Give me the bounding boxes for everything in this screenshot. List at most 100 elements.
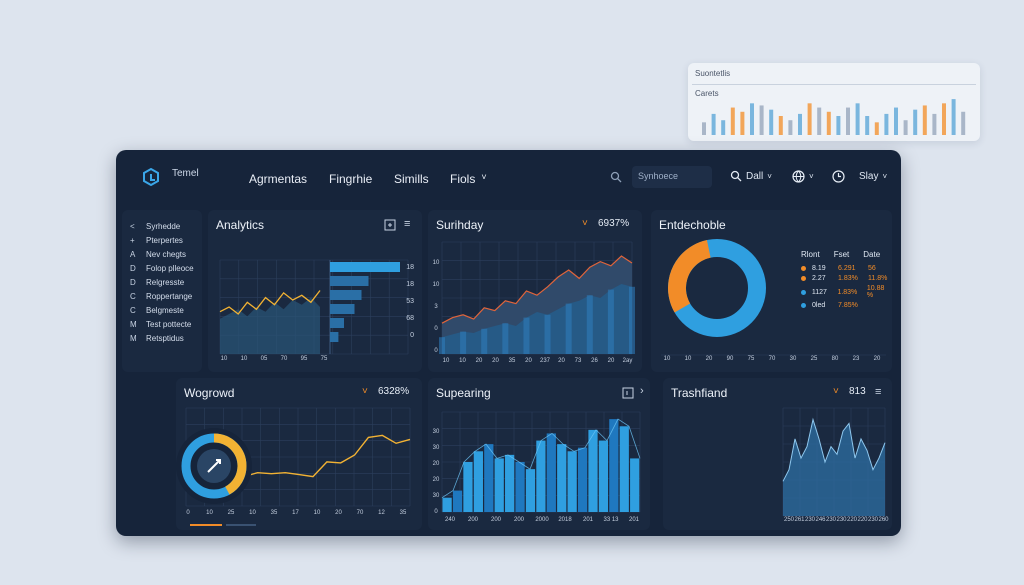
entdechoble-x-tick: 23 [853,356,860,362]
chevron-right-icon[interactable]: › [640,385,644,397]
nav-item-4[interactable]: Fiols ˅ [450,172,487,186]
wogrowd-x-tick: 70 [357,510,364,516]
legend-value-1: 1.83% [837,288,858,296]
floating-bar [759,105,764,135]
search-icon[interactable] [610,171,622,183]
supearing-bar [630,458,640,512]
floating-bar-panel: Suontetlis Carets [688,63,980,141]
menu-icon[interactable]: ≡ [404,218,411,230]
legend-header-cell: Fset [833,250,850,259]
analytics-x-tick: 05 [261,356,268,362]
legend-header: Rlont Fset Date [801,250,892,259]
surihday-bar [523,317,530,354]
supearing-trend [441,418,641,499]
search-input[interactable]: Synhoece [632,166,712,188]
sidebar-item-label: Test pottecte [146,320,192,329]
legend-value-1: 7.85% [838,302,858,309]
sidebar-item-key: M [130,320,137,329]
surihday-title: Surihday [436,218,484,232]
nav-item-1[interactable]: Agrmentas [249,172,308,186]
sidebar-item-label: Relgresste [146,278,185,287]
sidebar-item-label: Belgmeste [146,306,184,315]
supearing-bar [557,444,567,512]
export-icon[interactable] [622,387,634,399]
supearing-title: Supearing [436,386,491,400]
floating-bar [730,107,735,135]
sidebar-item-label: Folop plleoce [146,264,194,273]
trash-x-tick: 230 [836,517,847,523]
export-icon[interactable] [384,219,396,231]
sidebar-item[interactable]: A Nev chegts [130,250,186,259]
entdechoble-chart: 10 10 20 90 75 70 30 25 80 23 20 [661,239,886,362]
sidebar-item[interactable]: D Folop plleoce [130,264,194,273]
chevron-down-icon[interactable]: ˅ [833,386,839,397]
trash-x-tick: 250 [784,517,795,523]
progress-indicator [190,524,222,526]
legend-value-2: 10.88 % [866,285,885,299]
supearing-x-tick: 2000 [535,517,549,523]
sidebar-item[interactable]: C Belgmeste [130,306,184,315]
sidebar-item[interactable]: D Relgresste [130,278,184,287]
analytics-x-tick: 70 [281,356,288,362]
chevron-down-icon[interactable]: ˅ [362,386,368,397]
floating-bar [711,113,716,135]
chevron-down-icon: ˅ [767,171,772,181]
floating-bar [798,113,802,135]
floating-bar [903,120,908,135]
supearing-bar [452,490,463,512]
sidebar-item[interactable]: M Test pottecte [130,320,191,329]
analytics-y-tick: 18 [406,264,414,271]
surihday-bar [460,331,467,354]
legend-label: 2.27 [812,275,826,282]
chevron-down-icon[interactable]: ˅ [582,218,588,229]
sidebar-item-key: < [130,222,135,231]
sidebar-item[interactable]: + Pterpertes [130,236,183,245]
sidebar-item[interactable]: M Retsptidus [130,334,184,343]
sidebar-item-key: C [130,306,136,315]
floating-bar [884,113,889,135]
surihday-bar [544,314,551,354]
supearing-y-tick: 30 [433,445,440,451]
wogrowd-value: 6328% [378,386,410,397]
wogrowd-chart: 0 10 25 10 35 17 10 20 70 12 35 [176,407,411,526]
wogrowd-x-tick: 10 [206,510,213,516]
entdechoble-legend: Rlont Fset Date 8.19 6.291 56 2.27 1.83% 11.8% 11… [801,250,892,312]
supearing-bar [577,447,588,512]
sidebar-item[interactable]: < Syrhedde [130,222,180,231]
floating-bar [874,122,879,135]
analytics-y-tick: 68 [406,315,414,322]
wogrowd-x-tick: 0 [186,510,190,516]
supearing-bar [484,444,494,512]
nav-item-2[interactable]: Fingrhie [329,172,373,186]
sidebar-item[interactable]: C Roppertange [130,292,192,301]
legend-dot [801,289,806,295]
analytics-area [220,297,320,354]
menu-icon[interactable]: ≡ [875,386,882,398]
supearing-x-tick: 200 [514,517,525,523]
supearing-y-tick: 30 [433,493,440,499]
dropdown-slay[interactable]: Slay ˅ [832,170,887,183]
surihday-x-tick: 20 [476,358,483,364]
nav-item-3[interactable]: Simills [394,172,429,186]
surihday-y-tick: 0 [434,348,438,354]
wogrowd-x-tick: 10 [314,510,321,516]
supearing-x-tick: 240 [445,517,456,523]
entdechoble-x-tick: 10 [664,356,671,362]
wogrowd-x-tick: 35 [400,510,407,516]
supearing-x-tick: 33 13 [603,517,619,523]
floating-bar [846,107,850,135]
surihday-x-tick: 35 [509,358,516,364]
dropdown-globe[interactable]: ˅ [792,170,814,183]
chevron-down-icon: ˅ [809,172,814,181]
supearing-bar [525,469,536,512]
sidebar-item-key: A [130,250,136,259]
surihday-y-tick: 3 [434,304,438,310]
logo-icon [143,168,159,186]
entdechoble-x-tick: 20 [874,356,881,362]
search-icon [730,170,742,182]
dropdown-dall[interactable]: Dall ˅ [730,170,772,182]
floating-panel-title: Suontetlis [695,69,731,78]
supearing-x-tick: 200 [491,517,502,523]
surihday-x-tick: 10 [459,358,466,364]
surihday-x-tick: 20 [608,358,615,364]
